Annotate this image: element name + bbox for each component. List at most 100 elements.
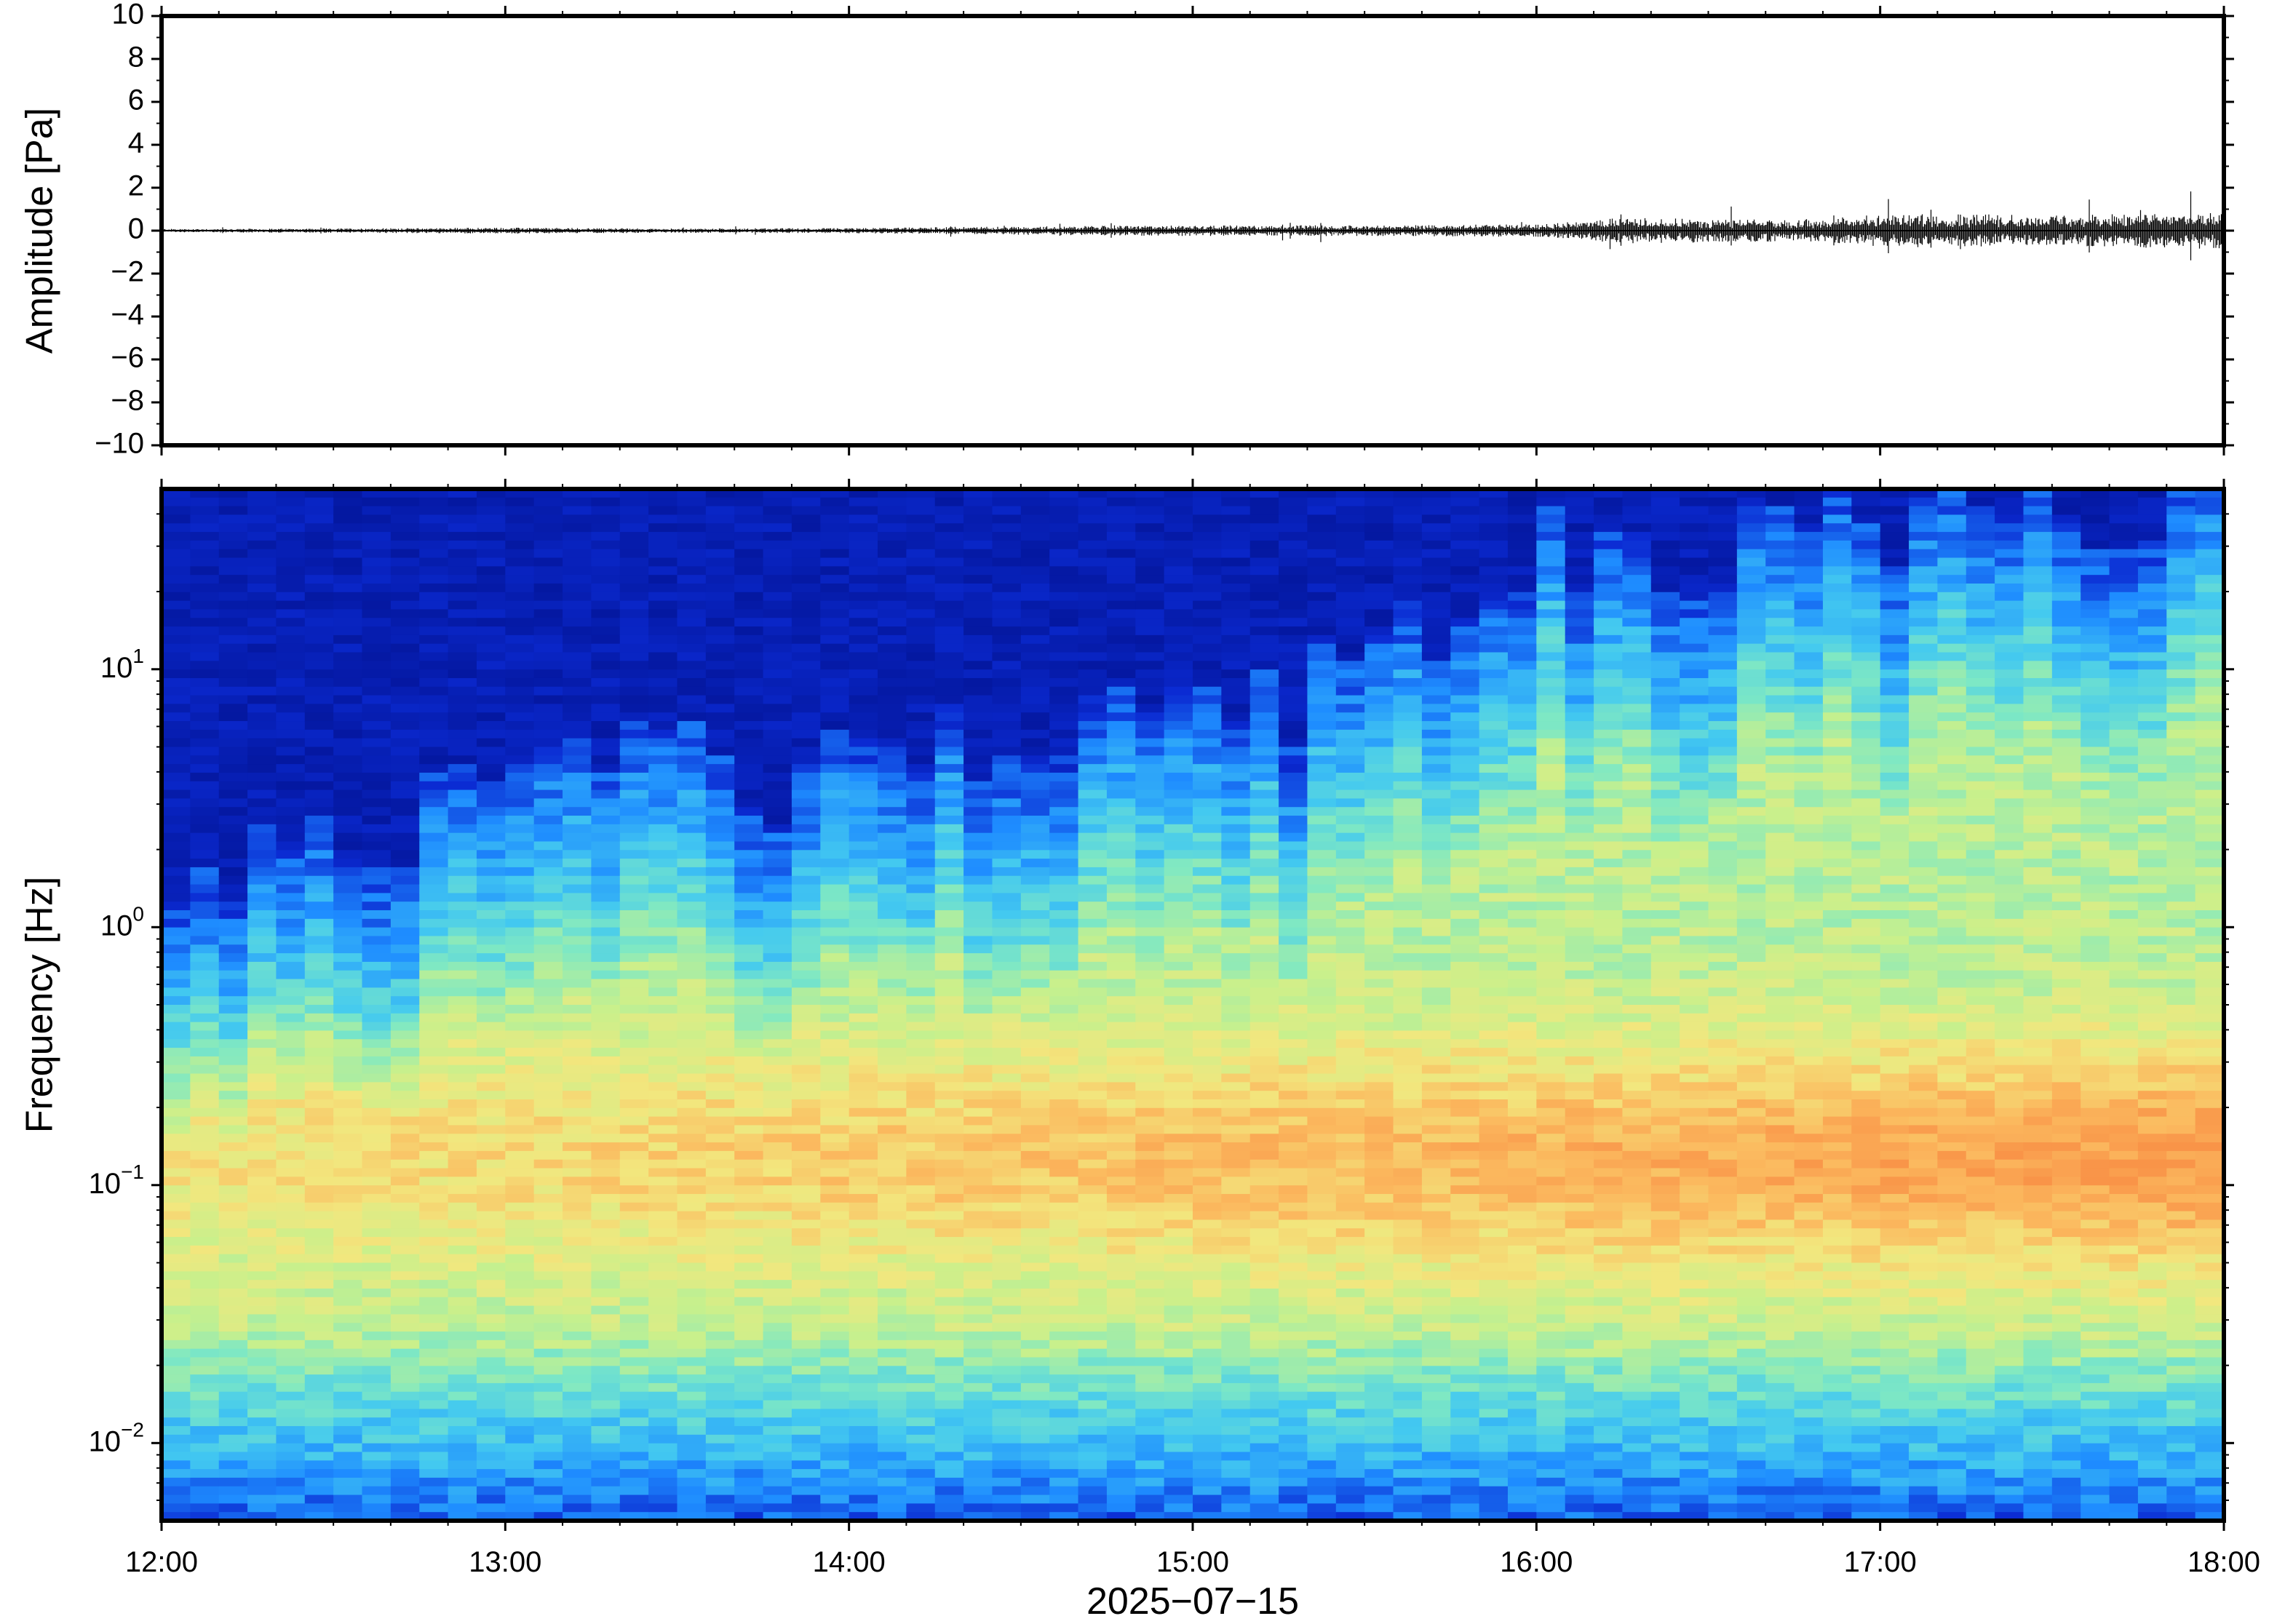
spectrogram-cell (476, 489, 506, 498)
spectrogram-cell (1221, 936, 1251, 946)
spectrogram-cell (992, 918, 1022, 928)
spectrogram-cell (1078, 1219, 1108, 1230)
spectrogram-cell (563, 1297, 592, 1307)
spectrogram-cell (390, 1297, 421, 1307)
spectrogram-cell (992, 1211, 1022, 1221)
spectrogram-cell (619, 824, 649, 834)
spectrogram-cell (362, 1374, 392, 1384)
spectrogram-cell (1020, 1022, 1050, 1032)
spectrogram-cell (677, 1219, 707, 1230)
spectrogram-cell (619, 961, 649, 971)
spectrogram-cell (849, 1357, 878, 1367)
spectrogram-cell (333, 540, 363, 550)
spectrogram-cell (820, 764, 850, 773)
spectrogram-cell (247, 1434, 277, 1444)
spectrogram-cell (304, 1357, 334, 1367)
spectrogram-cell (533, 1452, 563, 1462)
spectrogram-cell (619, 867, 649, 877)
spectrogram-cell (247, 1426, 277, 1436)
spectrogram-cell (419, 695, 449, 705)
spectrogram-cell (648, 566, 678, 576)
spectrogram-cell (934, 1366, 964, 1375)
spectrogram-cell (247, 729, 277, 739)
spectrogram-cell (1049, 1134, 1079, 1143)
spectrogram-cell (276, 1134, 306, 1143)
spectrogram-cell (934, 798, 964, 808)
spectrogram-cell (591, 1314, 621, 1324)
spectrogram-cell (390, 677, 421, 688)
spectrogram-cell (1049, 1193, 1079, 1203)
spectrogram-cell (247, 987, 277, 997)
spectrogram-cell (619, 987, 649, 997)
spectrogram-cell (963, 1382, 993, 1393)
spectrogram-cell (476, 557, 506, 568)
spectrogram-cell (677, 1288, 707, 1298)
spectrogram-cell (1249, 1452, 1279, 1462)
spectrogram-cell (648, 583, 678, 593)
spectrogram-cell (705, 901, 736, 911)
spectrogram-cell (1193, 600, 1223, 610)
spectrogram-cell (1221, 979, 1251, 989)
spectrogram-cell (791, 1477, 822, 1487)
spectrogram-cell (1307, 927, 1337, 937)
spectrogram-cell (820, 626, 850, 636)
spectrogram-cell (333, 1366, 363, 1375)
spectrogram-cell (448, 1202, 477, 1212)
spectrogram-cell (906, 1323, 936, 1332)
spectrogram-cell (791, 927, 822, 937)
spectrogram-cell (849, 1323, 878, 1332)
spectrogram-cell (849, 1013, 878, 1023)
spectrogram-cell (1164, 1228, 1193, 1238)
spectrogram-cell (162, 1039, 191, 1048)
spectrogram-cell (591, 729, 621, 739)
spectrogram-cell (619, 1022, 649, 1032)
spectrogram-cell (563, 936, 592, 946)
spectrogram-cell (304, 738, 334, 748)
spectrogram-cell (563, 514, 592, 525)
spectrogram-cell (1279, 789, 1308, 800)
spectrogram-cell (1249, 893, 1279, 902)
spectrogram-cell (218, 1177, 248, 1186)
spectrogram-cell (362, 1211, 392, 1221)
spectrogram-cell (247, 1366, 277, 1375)
spectrogram-cell (1078, 1159, 1108, 1169)
spectrogram-cell (1279, 1434, 1308, 1444)
spectrogram-cell (1078, 1469, 1108, 1478)
spectrogram-cell (333, 884, 363, 894)
spectrogram-cell (419, 1434, 449, 1444)
spectrogram-cell (362, 970, 392, 980)
spectrogram-cell (390, 592, 421, 602)
spectrogram-cell (791, 1185, 822, 1195)
spectrogram-cell (992, 1443, 1022, 1453)
spectrogram-cell (619, 1460, 649, 1470)
spectrogram-cell (992, 1305, 1022, 1315)
spectrogram-cell (763, 566, 792, 576)
spectrogram-cell (247, 1039, 277, 1048)
spectrogram-cell (1020, 1219, 1050, 1230)
spectrogram-cell (1307, 772, 1337, 782)
spectrogram-cell (390, 1288, 421, 1298)
spectrogram-cell (1279, 850, 1308, 859)
spectrogram-cell (763, 1477, 792, 1487)
spectrogram-cell (820, 506, 850, 516)
spectrogram-cell (1135, 1116, 1165, 1126)
spectrogram-cell (934, 1280, 964, 1289)
spectrogram-cell (878, 1305, 907, 1315)
spectrogram-cell (992, 1185, 1022, 1195)
spectrogram-cell (763, 575, 792, 584)
spectrogram-cell (1164, 1039, 1193, 1048)
spectrogram-cell (505, 523, 535, 533)
spectrogram-cell (906, 1125, 936, 1135)
spectrogram-cell (878, 764, 907, 773)
spectrogram-cell (533, 927, 563, 937)
spectrogram-cell (476, 626, 506, 636)
spectrogram-cell (934, 996, 964, 1006)
spectrogram-cell (1221, 1082, 1251, 1091)
spectrogram-cell (476, 1494, 506, 1505)
spectrogram-cell (419, 1013, 449, 1023)
spectrogram-cell (791, 695, 822, 705)
spectrogram-cell (190, 695, 220, 705)
spectrogram-cell (705, 1099, 736, 1109)
spectrogram-cell (677, 850, 707, 859)
spectrogram-cell (1106, 996, 1137, 1006)
